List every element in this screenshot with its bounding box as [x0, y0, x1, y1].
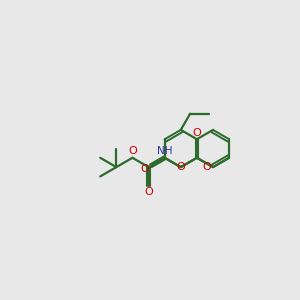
Text: O: O	[202, 162, 211, 172]
Text: O: O	[193, 128, 201, 138]
Text: O: O	[144, 187, 153, 197]
Text: O: O	[140, 164, 149, 174]
Text: O: O	[128, 146, 137, 156]
Text: NH: NH	[157, 146, 172, 156]
Text: O: O	[176, 162, 185, 172]
